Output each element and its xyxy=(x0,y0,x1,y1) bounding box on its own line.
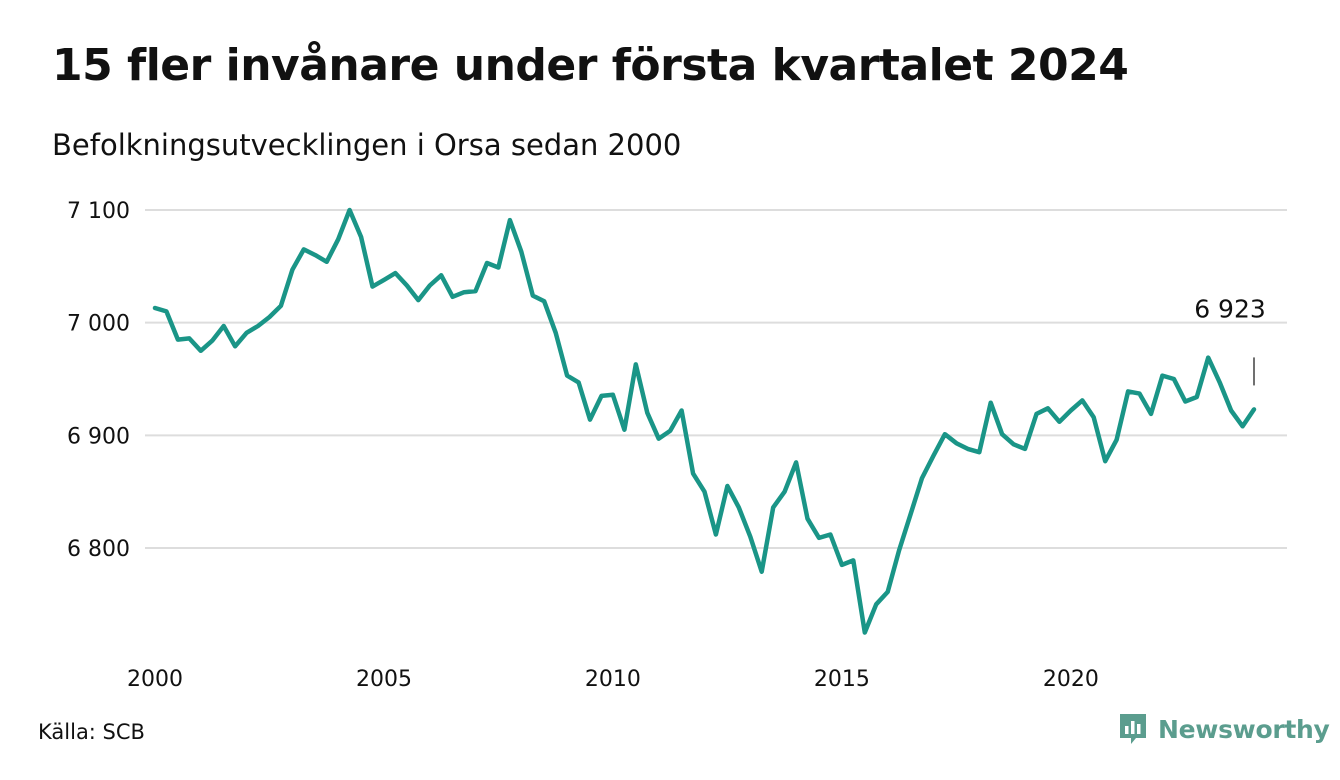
x-tick-label: 2005 xyxy=(356,667,412,692)
y-tick-label: 6 800 xyxy=(67,537,130,562)
x-tick-label: 2000 xyxy=(127,667,183,692)
annotation-label: 6 923 xyxy=(1194,294,1266,323)
annotation-layer: 6 923 xyxy=(1194,294,1266,386)
y-tick-label: 6 900 xyxy=(67,424,130,449)
chart-title: 15 fler invånare under första kvartalet … xyxy=(52,40,1129,91)
y-tick-label: 7 000 xyxy=(67,312,130,337)
bar-chart-logo-icon xyxy=(1120,714,1146,744)
brand-logo: Newsworthy xyxy=(1118,712,1330,746)
y-tick-label: 7 100 xyxy=(67,199,130,224)
series-line xyxy=(152,207,1257,635)
series-layer xyxy=(152,207,1257,635)
source-note: Källa: SCB xyxy=(38,720,145,744)
x-axis-tick-labels: 2000 2005 2010 2015 2020 xyxy=(127,667,1099,692)
chart-subtitle: Befolkningsutvecklingen i Orsa sedan 200… xyxy=(52,128,682,162)
x-tick-label: 2015 xyxy=(814,667,870,692)
x-tick-label: 2010 xyxy=(585,667,641,692)
gridlines xyxy=(145,209,1287,549)
y-axis-tick-labels: 6 800 6 900 7 000 7 100 xyxy=(67,199,130,562)
brand-name: Newsworthy xyxy=(1158,714,1330,744)
x-tick-label: 2020 xyxy=(1043,667,1099,692)
